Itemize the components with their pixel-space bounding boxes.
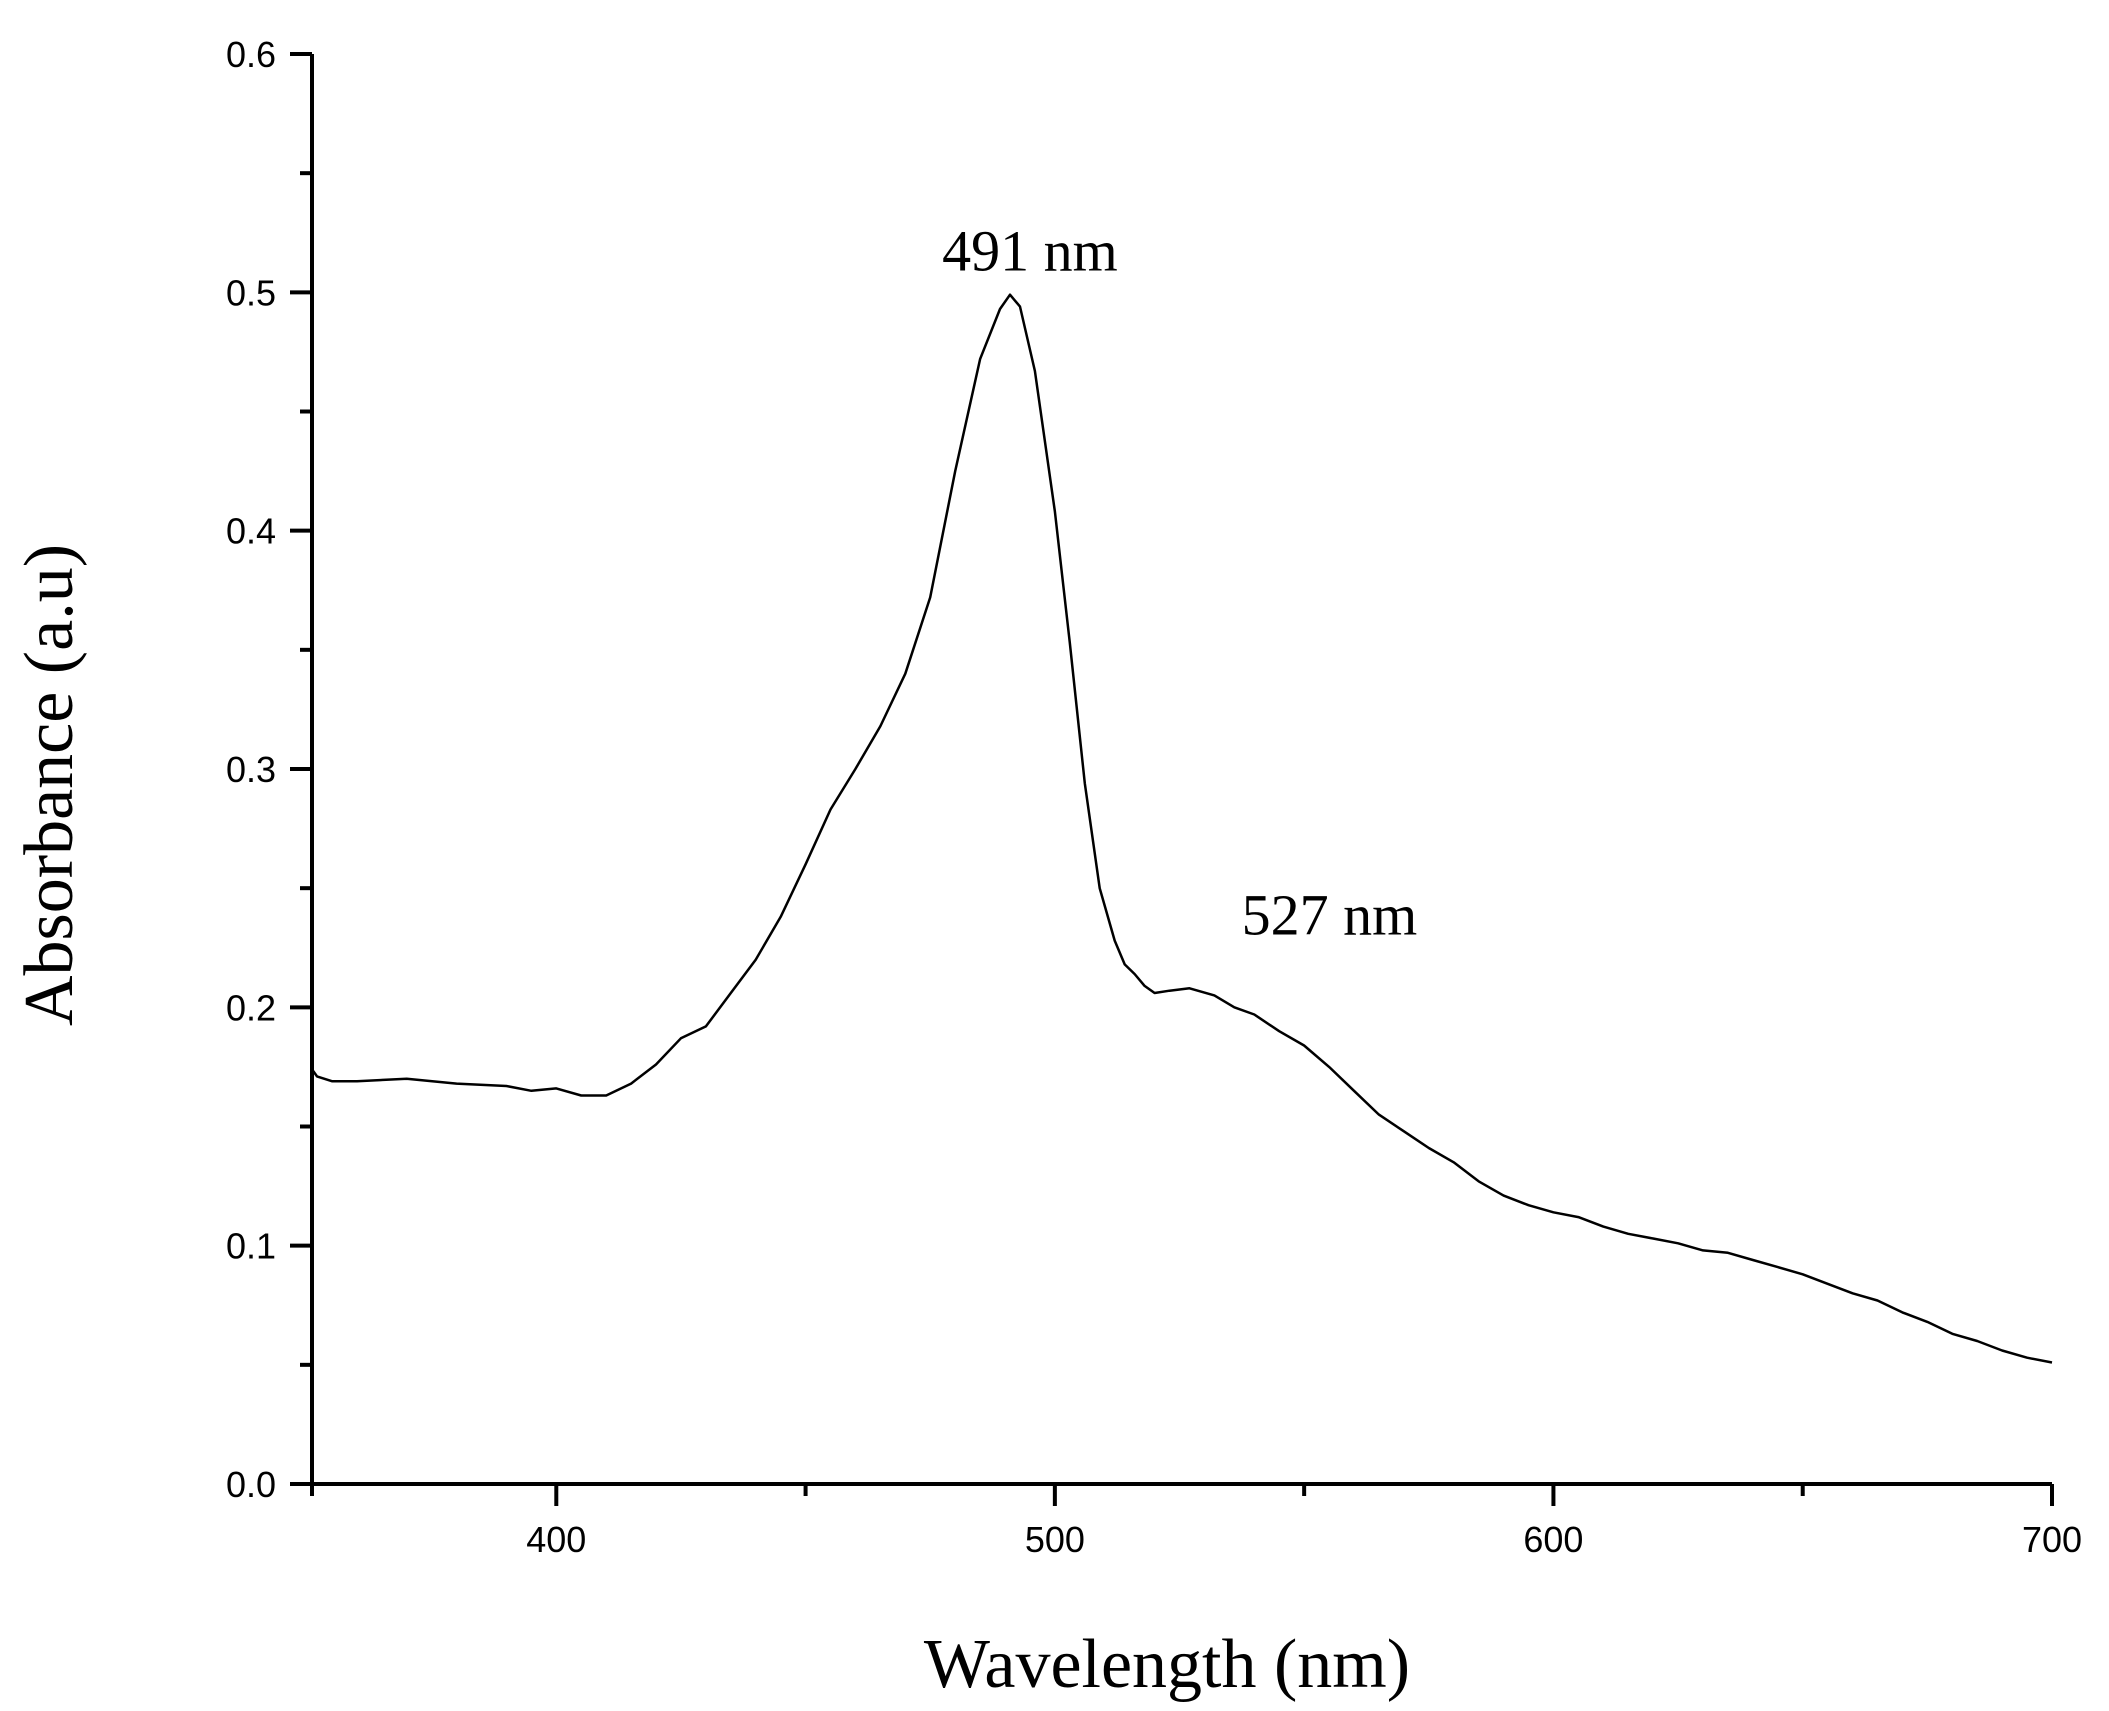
ticks: 0.0 0.1 0.2 0.3 0.4 0.5 0.6 400 500 600 700 [226,34,2082,1560]
x-axis-title: Wavelength (nm) [924,1626,1410,1703]
y-axis-title: Absorbance (a.u) [11,544,88,1026]
x-tick-label: 700 [2022,1519,2082,1560]
x-tick-label: 500 [1025,1519,1085,1560]
series [310,293,2053,1364]
y-tick-label: 0.1 [226,1226,276,1267]
peak-annotation: 527 nm [1242,882,1418,947]
y-tick-label: 0.3 [226,749,276,790]
annotations: 491 nm 527 nm [942,219,1417,948]
y-tick-label: 0.0 [226,1464,276,1505]
absorbance-spectrum-line [310,293,2053,1364]
y-tick-label: 0.6 [226,34,276,75]
x-tick-label: 400 [526,1519,586,1560]
y-tick-label: 0.2 [226,987,276,1028]
y-tick-label: 0.4 [226,511,276,552]
axes [310,54,2052,1486]
y-tick-label: 0.5 [226,272,276,313]
peak-annotation: 491 nm [942,219,1118,284]
x-tick-label: 600 [1523,1519,1583,1560]
